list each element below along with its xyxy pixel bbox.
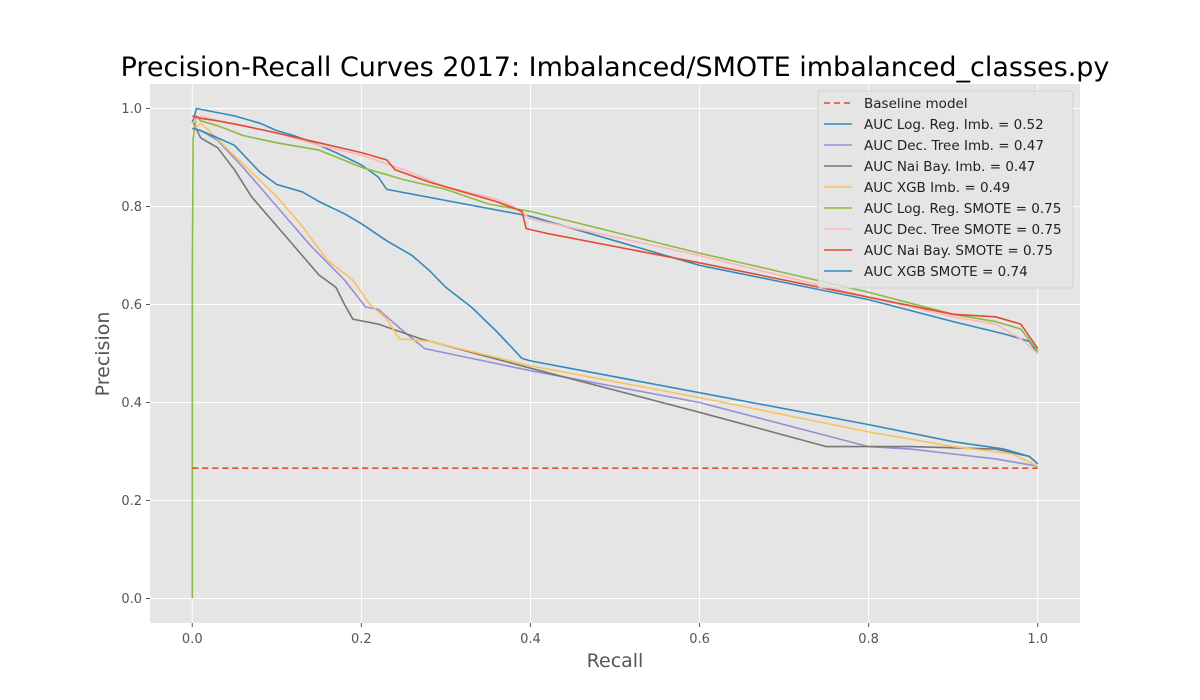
x-tick-label: 1.0 <box>1027 632 1048 647</box>
x-tick-label: 0.4 <box>520 632 541 647</box>
x-tick-label: 0.6 <box>689 632 710 647</box>
y-tick-label: 0.0 <box>121 592 142 607</box>
series-line-auc-nai-bay-smote-0-75 <box>192 115 1039 350</box>
y-tick-label: 0.2 <box>121 494 142 509</box>
legend-label: AUC Dec. Tree Imb. = 0.47 <box>864 138 1044 154</box>
y-tick-label: 0.6 <box>121 298 142 313</box>
series-line-auc-xgb-smote-0-74 <box>192 127 1039 465</box>
y-tick-label: 0.4 <box>121 396 142 411</box>
legend-box <box>817 90 1074 289</box>
x-axis-label: Recall <box>587 650 644 672</box>
legend-label: AUC Nai Bay. Imb. = 0.47 <box>864 159 1035 175</box>
y-axis-label: Precision <box>92 312 114 397</box>
legend-label: AUC XGB SMOTE = 0.74 <box>864 264 1028 280</box>
legend-label: AUC XGB Imb. = 0.49 <box>864 180 1010 196</box>
legend: Baseline model AUC Log. Reg. Imb. = 0.52 A… <box>817 90 1074 289</box>
legend-label: AUC Log. Reg. SMOTE = 0.75 <box>864 201 1061 217</box>
series-lines <box>191 107 1039 599</box>
legend-label: AUC Dec. Tree SMOTE = 0.75 <box>864 222 1062 238</box>
x-tick-label: 0.8 <box>858 632 879 647</box>
axis-ticks: 0.0 0.2 0.4 0.6 0.8 1.0 0.0 0.2 0.4 0.6 0.8 1.0 <box>121 102 1048 647</box>
series-line-auc-nai-bay-imb-0-47 <box>191 120 1039 465</box>
chart-title: Precision-Recall Curves 2017: Imbalanced… <box>121 52 1110 83</box>
x-tick-label: 0.2 <box>351 632 372 647</box>
series-line-auc-log-reg-imb-0-52 <box>191 107 1039 354</box>
x-tick-label: 0.0 <box>182 632 203 647</box>
series-line-auc-dec-tree-imb-0-47 <box>192 127 1038 467</box>
y-tick-label: 0.8 <box>121 200 142 215</box>
legend-label: AUC Nai Bay. SMOTE = 0.75 <box>864 243 1053 259</box>
y-tick-label: 1.0 <box>121 102 142 117</box>
legend-label: AUC Log. Reg. Imb. = 0.52 <box>864 117 1044 133</box>
legend-label: Baseline model <box>864 96 968 112</box>
series-line-auc-xgb-imb-0-49 <box>191 122 1039 467</box>
